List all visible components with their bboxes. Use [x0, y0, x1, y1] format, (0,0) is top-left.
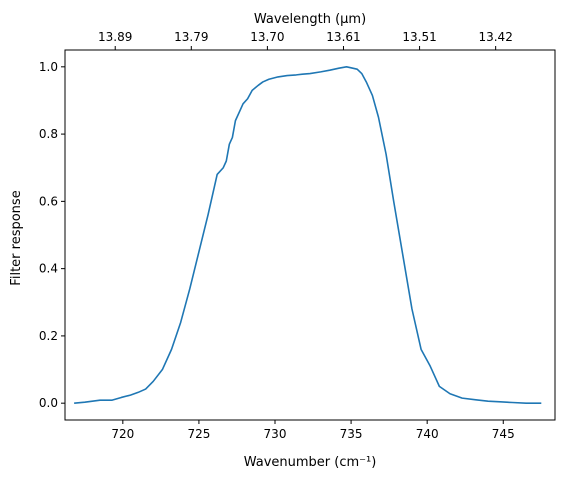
top-axis-label: Wavelength (μm): [254, 12, 366, 27]
x-tick-label: 735: [340, 427, 363, 441]
x-tick-label: 730: [264, 427, 287, 441]
x-tick-label: 745: [492, 427, 515, 441]
x-tick-label: 725: [187, 427, 210, 441]
y-tick-label: 1.0: [39, 60, 58, 74]
x-tick-label: 740: [416, 427, 439, 441]
top-tick-label: 13.70: [250, 30, 284, 44]
y-tick-label: 0.2: [39, 329, 58, 343]
x-tick-label: 720: [111, 427, 134, 441]
tick-layer: 720 725 730 735 740 745 0.0 0.2 0.4 0.6 0.8 1.0 13.8…: [39, 30, 515, 441]
top-tick-label: 13.51: [402, 30, 436, 44]
x-axis-label: Wavenumber (cm⁻¹): [244, 455, 377, 470]
top-tick-label: 13.89: [98, 30, 132, 44]
series-line-0: [74, 66, 542, 404]
y-tick-label: 0.0: [39, 396, 58, 410]
top-tick-label: 13.79: [174, 30, 208, 44]
y-tick-label: 0.6: [39, 194, 58, 208]
plot-area: [74, 66, 542, 404]
top-tick-label: 13.61: [326, 30, 360, 44]
y-axis-label: Filter response: [9, 190, 24, 285]
y-tick-label: 0.8: [39, 127, 58, 141]
top-tick-label: 13.42: [478, 30, 512, 44]
y-tick-label: 0.4: [39, 262, 58, 276]
axes-frame: [64, 49, 556, 421]
